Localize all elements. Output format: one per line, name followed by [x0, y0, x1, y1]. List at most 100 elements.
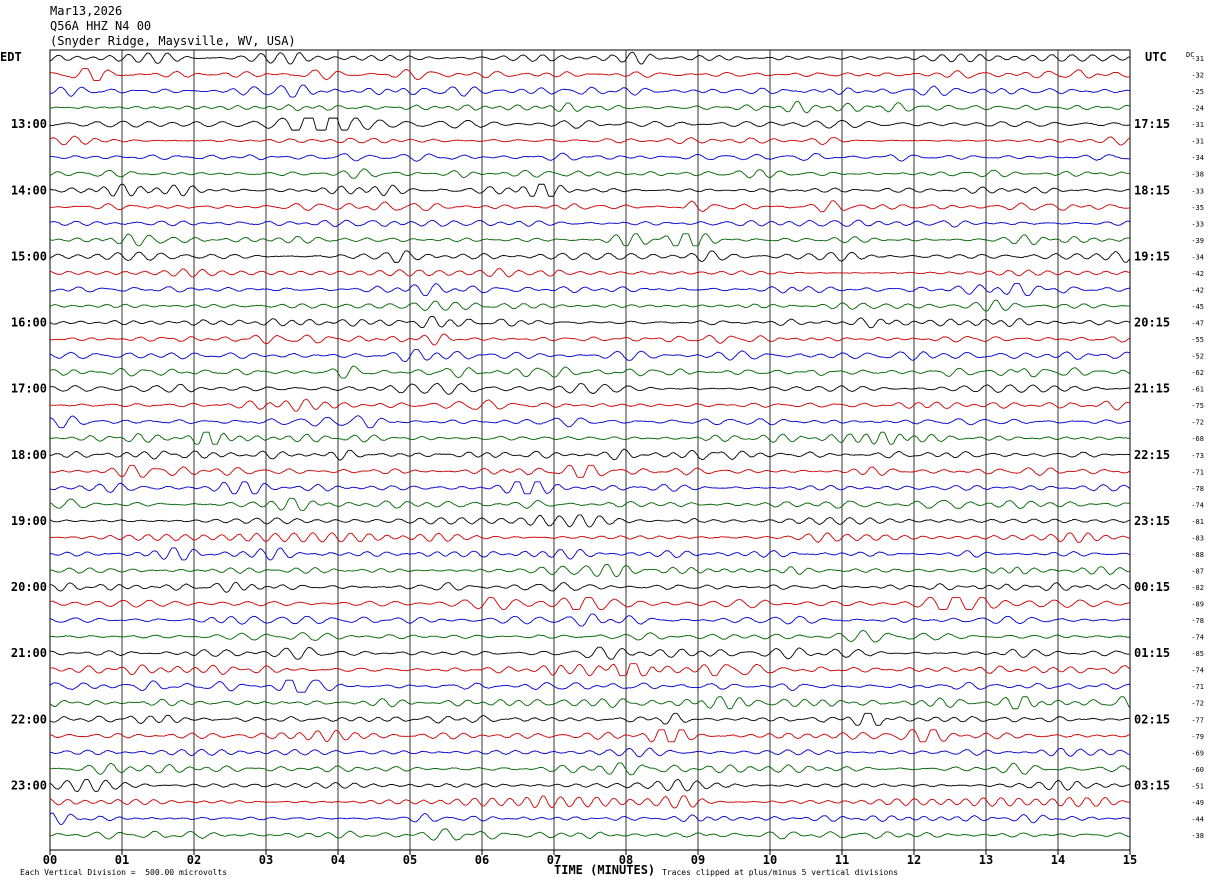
x-tick-label: 11 [835, 853, 849, 867]
trace-line [49, 135, 1131, 146]
x-tick-label: 00 [43, 853, 57, 867]
scale-note: Each Vertical Division = 500.00 microvol… [20, 868, 228, 877]
dc-offset-value: -44 [1191, 815, 1204, 823]
dc-offset-value: -35 [1191, 204, 1204, 212]
dc-offset-value: -47 [1191, 320, 1204, 328]
dc-offset-value: -55 [1191, 336, 1204, 344]
dc-offset-value: -89 [1191, 601, 1204, 609]
dc-offset-value: -25 [1191, 88, 1204, 96]
trace-line [49, 646, 1131, 660]
trace-line [49, 431, 1131, 445]
trace-line [49, 101, 1131, 114]
trace-line [49, 117, 1131, 131]
dc-offset-value: -81 [1191, 518, 1204, 526]
dc-offset-value: -39 [1191, 237, 1204, 245]
trace-line [49, 581, 1131, 593]
left-timezone-label: EDT [0, 50, 22, 64]
trace-line [49, 299, 1131, 312]
trace-line [49, 696, 1131, 710]
plot-frame [49, 49, 1131, 851]
dc-offset-value: -31 [1191, 55, 1204, 63]
trace-line [49, 712, 1131, 726]
x-tick-label: 07 [547, 853, 561, 867]
edt-hour-label: 22:00 [11, 712, 47, 726]
trace-line [49, 747, 1131, 758]
dc-offset-value: -78 [1191, 485, 1204, 493]
x-tick-label: 05 [403, 853, 417, 867]
trace-line [49, 778, 1131, 792]
trace-line [49, 183, 1131, 197]
dc-offset-value: -78 [1191, 617, 1204, 625]
dc-offset-value: -31 [1191, 121, 1204, 129]
edt-hour-label: 23:00 [11, 778, 47, 792]
dc-offset-value: -69 [1191, 749, 1204, 757]
dc-offset-value: -49 [1191, 799, 1204, 807]
utc-hour-label: 00:15 [1134, 580, 1170, 594]
trace-line [49, 630, 1131, 643]
utc-hour-label: 20:15 [1134, 316, 1170, 330]
edt-hour-label: 13:00 [11, 117, 47, 131]
edt-hour-label: 19:00 [11, 514, 47, 528]
dc-offset-value: -31 [1191, 138, 1204, 146]
trace-line [49, 795, 1131, 809]
dc-offset-value: -60 [1191, 766, 1204, 774]
edt-hour-label: 15:00 [11, 249, 47, 263]
clip-note: Traces clipped at plus/minus 5 vertical … [662, 868, 899, 877]
x-tick-label: 01 [115, 853, 129, 867]
utc-hour-label: 21:15 [1134, 382, 1170, 396]
dc-offset-value: -74 [1191, 667, 1204, 675]
dc-offset-value: -75 [1191, 402, 1204, 410]
dc-offset-value: -71 [1191, 683, 1204, 691]
dc-offset-value: -74 [1191, 501, 1204, 509]
trace-line [49, 497, 1131, 511]
x-tick-label: 13 [979, 853, 993, 867]
trace-line [49, 316, 1131, 329]
x-tick-label: 10 [763, 853, 777, 867]
x-tick-label: 12 [907, 853, 921, 867]
dc-offset-value: -24 [1191, 105, 1204, 113]
trace-line [49, 679, 1131, 693]
edt-hour-label: 14:00 [11, 183, 47, 197]
dc-offset-value: -32 [1191, 72, 1204, 80]
dc-offset-value: -42 [1191, 270, 1204, 278]
utc-hour-label: 18:15 [1134, 183, 1170, 197]
dc-offset-value: -77 [1191, 716, 1204, 724]
dc-offset-value: -33 [1191, 220, 1204, 228]
x-tick-label: 04 [331, 853, 345, 867]
dc-offset-value: -72 [1191, 419, 1204, 427]
trace-line [49, 365, 1131, 379]
dc-offset-value: -38 [1191, 171, 1204, 179]
x-tick-label: 02 [187, 853, 201, 867]
trace-line [49, 84, 1131, 98]
location-label: (Snyder Ridge, Maysville, WV, USA) [50, 34, 296, 48]
trace-line [49, 382, 1131, 395]
x-tick-label: 15 [1123, 853, 1137, 867]
trace-line [49, 152, 1131, 162]
trace-line [49, 268, 1131, 278]
trace-line [49, 68, 1131, 81]
dc-offset-value: -87 [1191, 567, 1204, 575]
dc-offset-value: -82 [1191, 584, 1204, 592]
dc-offset-value: -34 [1191, 154, 1204, 162]
dc-offset-value: -38 [1191, 832, 1204, 840]
utc-hour-label: 23:15 [1134, 514, 1170, 528]
dc-offset-value: -42 [1191, 286, 1204, 294]
trace-line [49, 219, 1131, 228]
utc-hour-label: 17:15 [1134, 117, 1170, 131]
dc-offset-value: -74 [1191, 634, 1204, 642]
trace-line [49, 51, 1131, 65]
dc-offset-value: -71 [1191, 468, 1204, 476]
dc-offset-value: -52 [1191, 353, 1204, 361]
dc-offset-value: -73 [1191, 452, 1204, 460]
dc-offset-value: -68 [1191, 435, 1204, 443]
edt-hour-label: 16:00 [11, 316, 47, 330]
trace-line [49, 762, 1131, 776]
trace-line [49, 564, 1131, 577]
trace-line [49, 250, 1131, 263]
station-label: Q56A HHZ N4 00 [50, 19, 152, 33]
x-tick-label: 03 [259, 853, 273, 867]
dc-offset-value: -72 [1191, 700, 1204, 708]
trace-line [49, 481, 1131, 495]
dc-offset-value: -62 [1191, 369, 1204, 377]
